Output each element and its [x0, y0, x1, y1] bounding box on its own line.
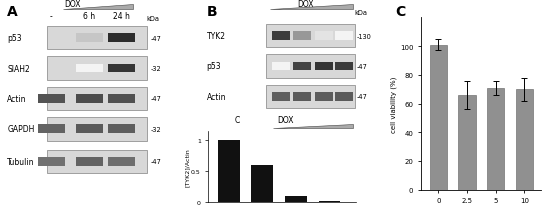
- Bar: [38, 157, 64, 166]
- Text: A: A: [7, 5, 18, 19]
- Bar: [315, 32, 333, 41]
- Text: GAPDH: GAPDH: [7, 125, 35, 134]
- Polygon shape: [270, 5, 353, 10]
- Bar: [335, 62, 353, 71]
- Bar: [47, 118, 146, 141]
- Text: -: -: [50, 12, 53, 21]
- Text: kDa: kDa: [355, 10, 367, 16]
- Text: kDa: kDa: [146, 16, 160, 22]
- Bar: [76, 125, 103, 134]
- Text: -32: -32: [150, 126, 161, 132]
- Text: -47: -47: [356, 94, 367, 100]
- Bar: [108, 125, 135, 134]
- Bar: [38, 95, 64, 103]
- Text: p53: p53: [207, 62, 221, 71]
- Bar: [266, 55, 355, 78]
- Bar: [47, 87, 146, 111]
- Text: B: B: [207, 5, 217, 19]
- Polygon shape: [63, 5, 133, 10]
- Bar: [47, 150, 146, 173]
- Bar: [293, 62, 311, 71]
- Bar: [272, 32, 290, 41]
- Bar: [108, 95, 135, 103]
- Bar: [266, 25, 355, 48]
- Bar: [266, 85, 355, 109]
- Text: 6 h: 6 h: [83, 12, 95, 21]
- Text: -47: -47: [150, 96, 161, 102]
- Text: DOX: DOX: [297, 0, 313, 9]
- Bar: [335, 32, 353, 41]
- Text: -47: -47: [150, 159, 161, 165]
- Text: Actin: Actin: [7, 95, 27, 103]
- Bar: [315, 62, 333, 71]
- Text: Tubulin: Tubulin: [7, 157, 35, 166]
- Bar: [38, 125, 64, 134]
- Text: -47: -47: [150, 35, 161, 41]
- Text: TYK2: TYK2: [207, 32, 226, 41]
- Text: p53: p53: [7, 34, 22, 43]
- Bar: [47, 57, 146, 80]
- Bar: [293, 32, 311, 41]
- Bar: [315, 92, 333, 101]
- Bar: [76, 95, 103, 103]
- Bar: [76, 34, 103, 43]
- Text: C: C: [235, 115, 240, 124]
- Bar: [108, 64, 135, 73]
- Bar: [108, 34, 135, 43]
- Text: -32: -32: [150, 66, 161, 72]
- Text: 24 h: 24 h: [113, 12, 130, 21]
- Text: -130: -130: [356, 33, 371, 39]
- Bar: [272, 62, 290, 71]
- Text: DOX: DOX: [64, 0, 81, 9]
- Polygon shape: [273, 124, 353, 128]
- Bar: [108, 157, 135, 166]
- Text: Actin: Actin: [207, 92, 226, 101]
- Bar: [293, 92, 311, 101]
- Bar: [76, 64, 103, 73]
- Text: SIAH2: SIAH2: [7, 64, 30, 73]
- Text: DOX: DOX: [277, 115, 294, 124]
- Bar: [335, 92, 353, 101]
- Text: C: C: [395, 5, 406, 19]
- Bar: [47, 27, 146, 50]
- Bar: [272, 92, 290, 101]
- Text: -47: -47: [356, 64, 367, 70]
- Bar: [76, 157, 103, 166]
